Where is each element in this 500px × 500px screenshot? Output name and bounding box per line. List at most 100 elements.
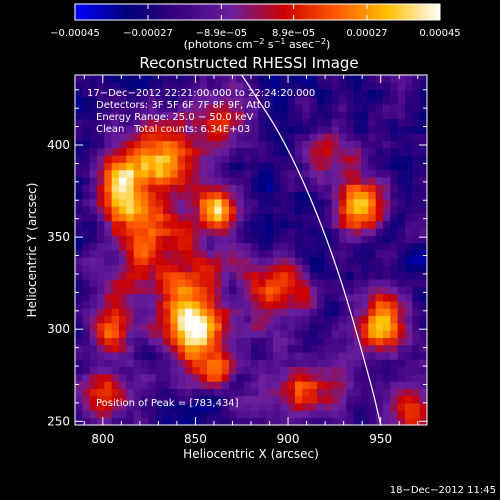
heatmap-cell — [170, 228, 179, 236]
heatmap-cell — [148, 352, 157, 360]
heatmap-cell — [192, 111, 201, 120]
heatmap-cell — [97, 403, 105, 411]
heatmap-cell — [339, 308, 347, 317]
heatmap-cell — [419, 250, 427, 258]
heatmap-cell — [141, 147, 149, 156]
heatmap-cell — [368, 228, 377, 236]
heatmap-cell — [295, 104, 303, 112]
heatmap-cell — [221, 126, 230, 134]
heatmap-cell — [199, 162, 208, 171]
heatmap-cell — [236, 381, 245, 389]
heatmap-cell — [207, 133, 215, 142]
heatmap-cell — [339, 104, 347, 112]
heatmap-cell — [375, 250, 384, 258]
heatmap-cell — [361, 75, 369, 83]
heatmap-cell — [148, 410, 157, 419]
heatmap-cell — [163, 220, 171, 229]
heatmap-cell — [273, 184, 281, 193]
heatmap-cell — [251, 344, 259, 353]
heatmap-cell — [265, 337, 274, 346]
heatmap-cell — [133, 352, 142, 360]
heatmap-cell — [405, 169, 413, 178]
heatmap-cell — [361, 403, 369, 411]
heatmap-cell — [207, 184, 215, 193]
heatmap-cell — [75, 140, 83, 149]
heatmap-cell — [302, 96, 311, 105]
heatmap-cell — [207, 381, 215, 389]
heatmap-cell — [119, 271, 127, 280]
heatmap-cell — [221, 198, 230, 207]
heatmap-cell — [89, 155, 98, 163]
heatmap-cell — [331, 104, 340, 112]
heatmap-cell — [397, 264, 406, 273]
heatmap-cell — [309, 213, 318, 222]
heatmap-cell — [412, 279, 421, 287]
heatmap-cell — [82, 301, 91, 309]
heatmap-cell — [331, 352, 340, 360]
heatmap-cell — [148, 155, 157, 163]
heatmap-cell — [82, 235, 91, 244]
heatmap-cell — [170, 388, 179, 397]
heatmap-cell — [192, 279, 201, 287]
heatmap-cell — [273, 191, 281, 200]
heatmap-cell — [177, 133, 186, 142]
heatmap-cell — [383, 162, 391, 171]
heatmap-cell — [265, 308, 274, 317]
heatmap-cell — [287, 89, 296, 98]
heatmap-cell — [104, 322, 113, 331]
heatmap-cell — [141, 111, 149, 120]
heatmap-cell — [229, 308, 237, 317]
heatmap-cell — [104, 315, 113, 324]
heatmap-cell — [199, 286, 208, 295]
heatmap-cell — [214, 111, 223, 120]
heatmap-cell — [353, 89, 362, 98]
heatmap-cell — [229, 140, 237, 149]
heatmap-cell — [221, 75, 230, 83]
heatmap-cell — [177, 352, 186, 360]
heatmap-cell — [405, 89, 413, 98]
heatmap-cell — [97, 271, 105, 280]
heatmap-cell — [177, 96, 186, 105]
heatmap-cell — [368, 220, 377, 229]
heatmap-cell — [236, 395, 245, 404]
heatmap-cell — [251, 352, 259, 360]
heatmap-cell — [273, 286, 281, 295]
heatmap-cell — [397, 322, 406, 331]
heatmap-cell — [214, 286, 223, 295]
heatmap-cell — [287, 191, 296, 200]
heatmap-cell — [265, 155, 274, 163]
heatmap-cell — [258, 191, 267, 200]
heatmap-cell — [383, 264, 391, 273]
heatmap-cell — [295, 155, 303, 163]
heatmap-cell — [331, 126, 340, 134]
heatmap-cell — [75, 96, 83, 105]
heatmap-cell — [207, 279, 215, 287]
heatmap-cell — [280, 220, 289, 229]
heatmap-cell — [295, 75, 303, 83]
heatmap-cell — [229, 228, 237, 236]
heatmap-cell — [405, 417, 413, 425]
heatmap-cell — [199, 315, 208, 324]
heatmap-cell — [331, 344, 340, 353]
heatmap-cell — [405, 403, 413, 411]
heatmap-cell — [89, 403, 98, 411]
annotation-energy: Energy Range: 25.0 − 50.0 keV — [96, 112, 253, 123]
heatmap-cell — [251, 96, 259, 105]
heatmap-cell — [185, 177, 193, 185]
heatmap-cell — [243, 395, 252, 404]
heatmap-cell — [287, 242, 296, 251]
heatmap-cell — [361, 388, 369, 397]
heatmap-cell — [177, 264, 186, 273]
heatmap-cell — [243, 308, 252, 317]
heatmap-cell — [412, 315, 421, 324]
heatmap-cell — [353, 184, 362, 193]
heatmap-cell — [324, 133, 333, 142]
heatmap-cell — [361, 352, 369, 360]
heatmap-cell — [346, 162, 355, 171]
heatmap-cell — [412, 301, 421, 309]
heatmap-cell — [148, 271, 157, 280]
heatmap-cell — [339, 293, 347, 302]
heatmap-cell — [361, 140, 369, 149]
heatmap-cell — [273, 228, 281, 236]
heatmap-cell — [89, 417, 98, 425]
